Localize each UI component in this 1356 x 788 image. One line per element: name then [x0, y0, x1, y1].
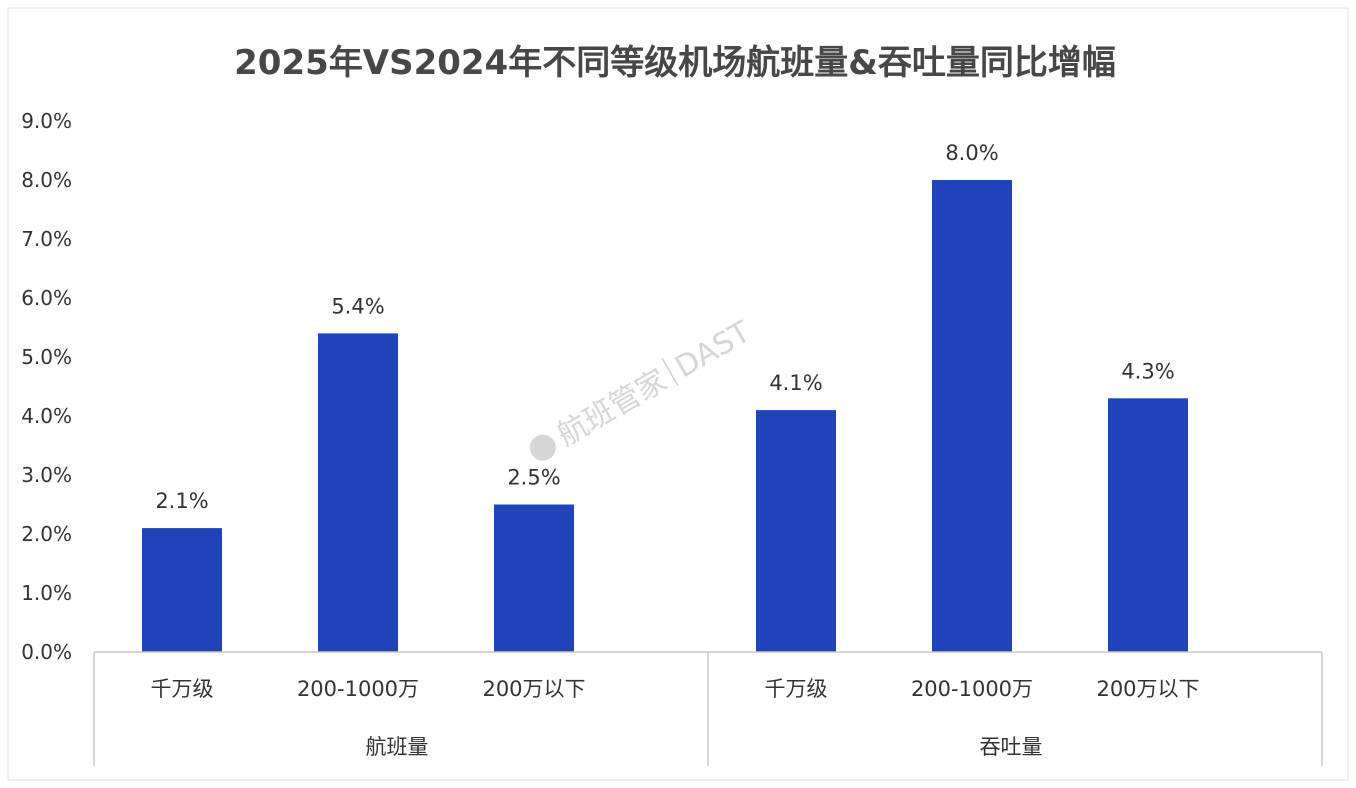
x-tick-label: 200-1000万	[911, 677, 1033, 701]
y-tick-label: 2.0%	[21, 522, 72, 546]
bar	[932, 180, 1012, 652]
y-tick-label: 0.0%	[21, 640, 72, 664]
chart-title: 2025年VS2024年不同等级机场航班量&吞吐量同比增幅	[234, 43, 1116, 83]
y-tick-label: 8.0%	[21, 168, 72, 192]
watermark-logo-icon	[529, 434, 556, 461]
bars: 2.1% 5.4% 2.5% 4.1% 8.0% 4.3%	[142, 141, 1188, 652]
bar	[142, 528, 222, 652]
data-label: 5.4%	[331, 294, 384, 318]
y-tick-label: 7.0%	[21, 227, 72, 251]
bar	[1108, 398, 1188, 652]
y-tick-label: 4.0%	[21, 404, 72, 428]
bar	[756, 410, 836, 652]
y-tick-label: 5.0%	[21, 345, 72, 369]
x-tick-label: 200-1000万	[297, 677, 419, 701]
data-label: 8.0%	[945, 141, 998, 165]
group-label: 吞吐量	[980, 735, 1043, 759]
watermark-divider	[661, 357, 679, 387]
data-label: 4.3%	[1121, 359, 1174, 383]
y-tick-label: 6.0%	[21, 286, 72, 310]
chart-frame	[7, 7, 1349, 781]
bar	[494, 504, 574, 652]
data-label: 2.1%	[155, 489, 208, 513]
bar	[318, 333, 398, 652]
y-axis: 0.0% 1.0% 2.0% 3.0% 4.0% 5.0% 6.0% 7.0% 8.0% 9.0%	[21, 109, 72, 664]
y-tick-label: 9.0%	[21, 109, 72, 133]
x-tick-label: 200万以下	[1096, 677, 1199, 701]
x-tick-label: 200万以下	[482, 677, 585, 701]
group-label: 航班量	[366, 735, 429, 759]
data-label: 2.5%	[507, 466, 560, 490]
x-tick-label: 千万级	[765, 677, 828, 701]
data-label: 4.1%	[769, 371, 822, 395]
y-tick-label: 1.0%	[21, 581, 72, 605]
x-tick-label: 千万级	[151, 677, 214, 701]
y-tick-label: 3.0%	[21, 463, 72, 487]
